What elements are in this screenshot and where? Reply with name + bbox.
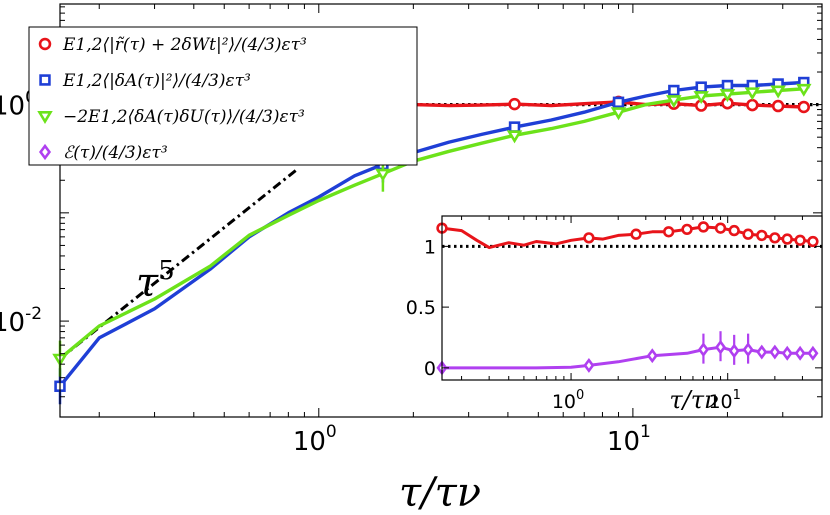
inset-series-marker-circle bbox=[769, 232, 781, 244]
legend: E1,2⟨|r̃(τ) + 2δWt|²⟩/(4/3)ετ³ E1,2⟨|δA(τ… bbox=[28, 26, 418, 166]
series-marker-square bbox=[695, 81, 707, 93]
series-marker-triangle-down bbox=[610, 107, 627, 121]
series-marker-circle bbox=[746, 98, 759, 112]
reference-line-power-law bbox=[59, 168, 298, 360]
inset-series-marker-diamond bbox=[646, 348, 658, 364]
legend-marker-circle bbox=[38, 37, 52, 51]
inset-series-marker-diamond bbox=[756, 344, 768, 360]
series-marker-triangle-down bbox=[693, 91, 709, 105]
main-plot-frame bbox=[59, 3, 823, 418]
inset-series-marker-circle bbox=[681, 223, 693, 236]
legend-entry-diamond: ℰ(τ)/(4/3)ετ³ bbox=[63, 143, 168, 163]
series-marker-triangle-down bbox=[375, 168, 391, 182]
series-marker-square bbox=[668, 84, 680, 97]
inset-series-marker-circle bbox=[756, 229, 768, 242]
inset-plot: 100 101 0 0.5 1 τ/τν bbox=[406, 215, 823, 414]
legend-marker-triangle-down bbox=[37, 111, 53, 124]
series-marker-triangle-down bbox=[719, 89, 736, 103]
y-tick-label: 10-2 bbox=[0, 304, 42, 338]
inset-series-marker-circle bbox=[663, 226, 675, 238]
legend-entry-square: E1,2⟨|δA(τ)|²⟩/(4/3)ετ³ bbox=[62, 71, 251, 91]
inset-series-marker-circle bbox=[794, 234, 806, 246]
series-marker-circle bbox=[797, 100, 811, 114]
series-marker-triangle-down bbox=[744, 87, 761, 101]
inset-y-tick-label: 0.5 bbox=[406, 297, 436, 319]
series-marker-square bbox=[612, 96, 625, 109]
inset-series-marker-diamond bbox=[715, 339, 727, 355]
series-marker-circle bbox=[508, 97, 521, 111]
inset-series-marker-circle bbox=[697, 221, 710, 233]
inset-x-tick-label: 101 bbox=[708, 388, 740, 413]
series-marker-square bbox=[721, 79, 734, 92]
legend-box bbox=[28, 26, 418, 166]
inset-plot-frame bbox=[441, 215, 823, 381]
legend-entry-triangle-down: −2E1,2⟨δA(τ)δU(τ)⟩/(4/3)ετ³ bbox=[63, 107, 305, 127]
inset-series-marker-diamond bbox=[742, 342, 754, 358]
inset-series-marker-circle bbox=[630, 228, 642, 240]
series-marker-square bbox=[508, 121, 521, 133]
series-marker-triangle-down bbox=[506, 130, 523, 144]
inset-series-marker-diamond bbox=[794, 345, 806, 361]
inset-series-marker-diamond bbox=[697, 342, 709, 358]
inset-series-marker-diamond bbox=[781, 345, 793, 361]
series-marker-triangle-down bbox=[666, 95, 682, 109]
x-axis-label: τ/τν bbox=[399, 470, 481, 515]
inset-series-marker-circle bbox=[742, 228, 754, 240]
inset-series-marker-circle bbox=[714, 222, 727, 234]
inset-series-marker-diamond bbox=[807, 345, 819, 361]
series-marker-triangle-down bbox=[796, 83, 812, 97]
inset-series-marker-circle bbox=[781, 233, 793, 245]
inset-series-marker-circle bbox=[807, 235, 819, 248]
inset-y-tick-label: 1 bbox=[424, 236, 436, 258]
inset-plot-area bbox=[442, 216, 822, 380]
x-tick-label: 101 bbox=[607, 422, 651, 457]
inset-x-tick-label: 100 bbox=[552, 388, 584, 413]
inset-x-axis-label: τ/τν bbox=[669, 386, 718, 414]
inset-series-marker-diamond bbox=[769, 344, 781, 360]
series-marker-circle bbox=[771, 99, 785, 113]
inset-series-marker-circle bbox=[583, 232, 595, 244]
legend-entry-circle: E1,2⟨|r̃(τ) + 2δWt|²⟩/(4/3)ετ³ bbox=[62, 35, 307, 55]
legend-marker-square bbox=[39, 74, 51, 86]
legend-marker-diamond bbox=[38, 143, 52, 161]
inset-y-tick-label: 0 bbox=[424, 358, 436, 380]
series-line-triangle-down bbox=[58, 87, 804, 360]
power-law-label: τ5 bbox=[136, 256, 175, 306]
series-marker-triangle-down bbox=[770, 85, 786, 99]
inset-series-marker-diamond bbox=[583, 357, 595, 373]
inset-series-marker-circle bbox=[728, 224, 740, 237]
x-tick-label: 100 bbox=[293, 422, 337, 457]
inset-series-marker-diamond bbox=[728, 343, 740, 359]
